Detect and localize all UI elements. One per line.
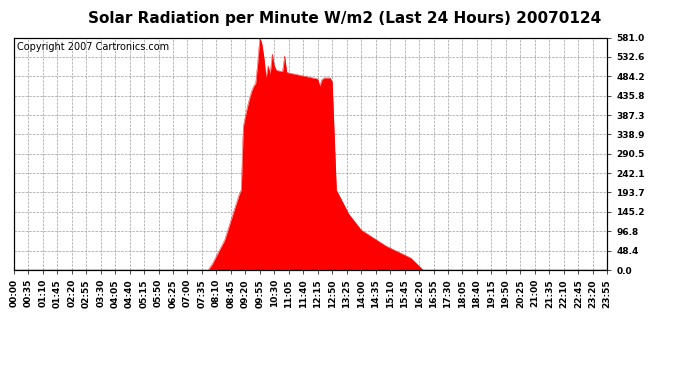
Text: Copyright 2007 Cartronics.com: Copyright 2007 Cartronics.com <box>17 42 169 52</box>
Text: Solar Radiation per Minute W/m2 (Last 24 Hours) 20070124: Solar Radiation per Minute W/m2 (Last 24… <box>88 11 602 26</box>
